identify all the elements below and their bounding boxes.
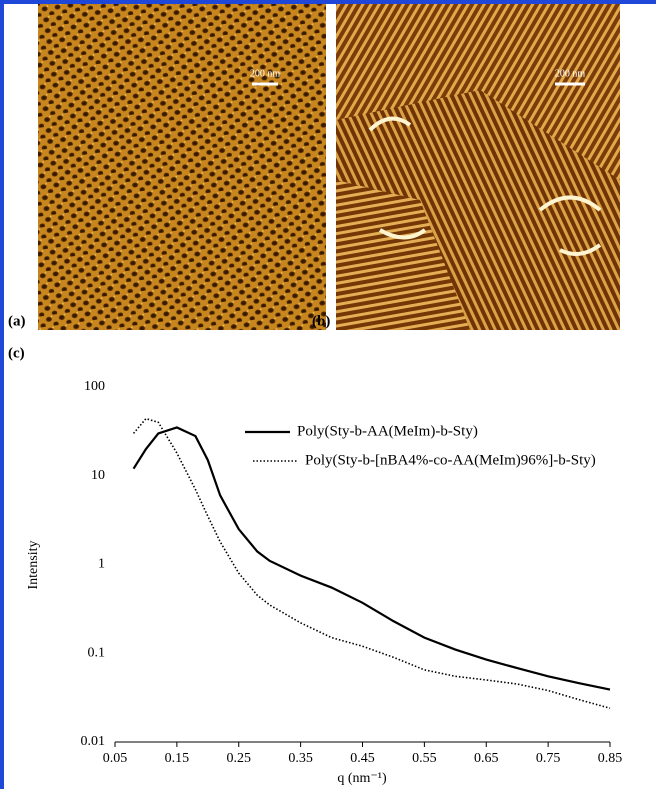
x-tick-label: 0.65 <box>474 751 499 766</box>
y-tick-label: 0.1 <box>88 645 106 660</box>
legend-label: Poly(Sty-b-[nBA4%-co-AA(MeIm)96%]-b-Sty) <box>305 452 596 468</box>
legend-label: Poly(Sty-b-AA(MeIm)-b-Sty) <box>297 423 478 439</box>
scale-label: 200 nm <box>250 68 281 79</box>
x-axis-label: q (nm⁻¹) <box>337 771 387 786</box>
x-tick-label: 0.25 <box>227 751 252 766</box>
x-tick-label: 0.45 <box>350 751 375 766</box>
panel-label: (c) <box>8 345 25 361</box>
page: 200 nm 200 nm (a) (b) (c) Intensity q (n… <box>0 0 656 789</box>
x-tick-label: 0.15 <box>165 751 190 766</box>
y-tick-label: 0.01 <box>81 734 106 749</box>
scale-label: 200 nm <box>555 68 586 79</box>
y-tick-label: 100 <box>84 379 105 394</box>
frame-top <box>0 0 656 4</box>
y-tick-label: 10 <box>91 468 105 483</box>
x-tick-label: 0.05 <box>103 751 128 766</box>
y-axis-label: Intensity <box>26 541 41 590</box>
panel-label: (b) <box>312 313 330 329</box>
frame-left <box>0 0 4 789</box>
figure: 200 nm 200 nm (a) (b) (c) Intensity q (n… <box>0 0 656 789</box>
afm-image-a <box>38 4 326 330</box>
y-tick-label: 1 <box>98 557 105 572</box>
x-tick-label: 0.75 <box>536 751 561 766</box>
x-tick-label: 0.35 <box>288 751 313 766</box>
x-tick-label: 0.85 <box>598 751 623 766</box>
panel-label: (a) <box>8 313 26 329</box>
x-tick-label: 0.55 <box>412 751 437 766</box>
